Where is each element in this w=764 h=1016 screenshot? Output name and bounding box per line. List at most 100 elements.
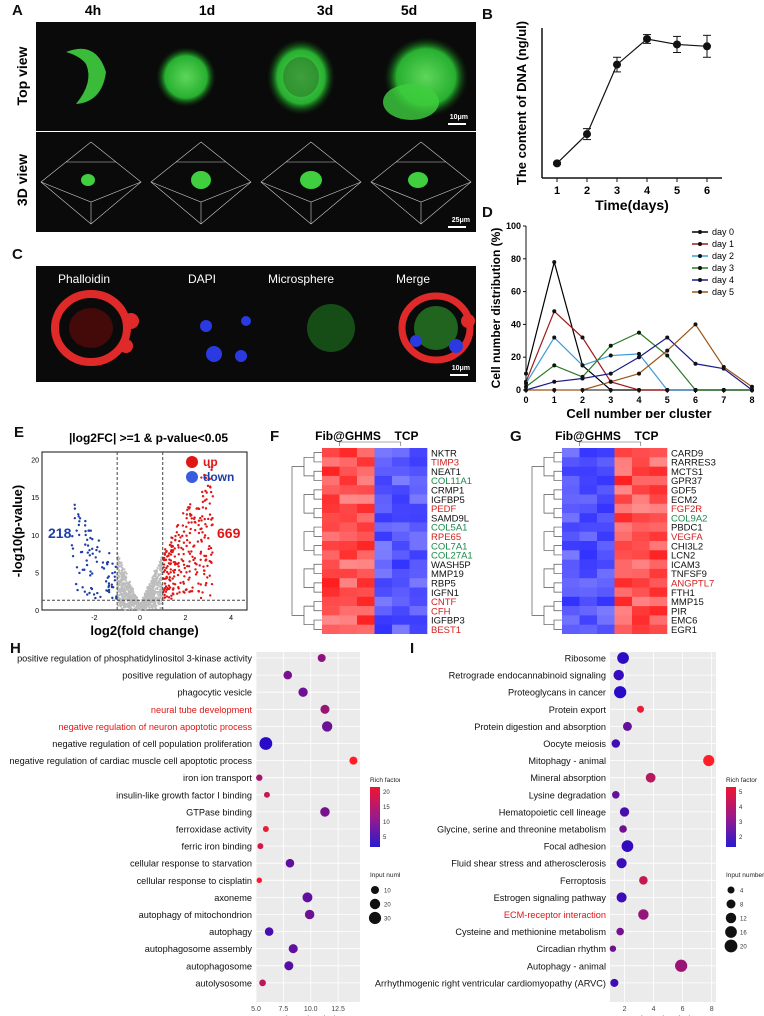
up-point: [185, 513, 189, 516]
ns-point: [117, 570, 120, 573]
heatmap-cell: [562, 448, 580, 458]
down-point: [84, 519, 87, 523]
row-label-3d-view: 3D view: [14, 153, 30, 207]
label-microsphere: Microsphere: [268, 272, 335, 286]
go-enrichment-dotplot: 5.0 7.5 10.0 12.5– log10 (P value) positive …: [9, 652, 400, 1016]
ns-point: [160, 587, 163, 590]
heatmap-cell: [374, 485, 393, 495]
up-point: [207, 517, 210, 521]
heatmap-cell: [392, 485, 410, 495]
ns-point: [145, 589, 148, 593]
term-label: Cysteine and methionine metabolism: [455, 927, 606, 937]
up-point: [172, 587, 175, 590]
ns-point: [126, 586, 129, 589]
panel-c-image: Phalloidin DAPI Microsphere Merge 10μm: [36, 266, 476, 382]
legend-input-tick: 10: [384, 889, 391, 895]
up-point: [171, 550, 174, 554]
term-label: Ferroptosis: [560, 876, 606, 886]
ns-point: [159, 573, 162, 576]
up-point: [201, 506, 205, 509]
ns-point: [123, 601, 126, 604]
heatmap-cell: [614, 522, 633, 532]
term-dot: [614, 686, 627, 699]
up-point: [196, 540, 200, 543]
heatmap-cell: [649, 606, 668, 616]
heatmap-cell: [374, 503, 393, 514]
x-tick-label: 0: [523, 395, 528, 405]
panel-h-letter: H: [10, 640, 21, 657]
term-label: insulin-like growth factor I binding: [116, 790, 252, 800]
heatmap-cell: [392, 624, 410, 634]
up-point: [188, 560, 191, 563]
heatmap-cell: [322, 624, 340, 634]
term-label: positive regulation of phosphatidylinosi…: [17, 654, 252, 664]
heatmap-cell: [579, 568, 598, 579]
legend-input-tick: 4: [740, 889, 744, 895]
legend-down-marker: [186, 471, 198, 483]
ns-point: [159, 595, 162, 599]
up-point: [208, 544, 211, 548]
legend-up-marker: [186, 456, 198, 468]
term-dot: [619, 825, 627, 833]
ns-point: [149, 601, 152, 604]
term-dot: [257, 843, 264, 850]
label-dapi: DAPI: [188, 272, 217, 286]
x-tick-label: 5.0: [251, 1006, 261, 1013]
up-point: [203, 499, 207, 502]
heatmap-cell: [322, 466, 340, 477]
data-point: [580, 376, 585, 381]
heatmap-cell: [562, 578, 580, 588]
up-point: [185, 534, 188, 537]
ns-point: [147, 600, 150, 604]
data-point: [637, 330, 641, 335]
ns-point: [159, 606, 162, 610]
down-point: [85, 563, 89, 567]
row-label-top-view: Top view: [14, 46, 30, 106]
legend-rich-colorbar: [370, 787, 380, 847]
heatmap-cell: [649, 522, 668, 532]
heatmap-cell: [632, 531, 650, 542]
heatmap-cell: [562, 503, 580, 514]
data-point: [703, 42, 711, 51]
3d-view-image: 25μm: [36, 132, 476, 232]
up-point: [171, 592, 175, 595]
up-point: [211, 495, 215, 498]
heatmap-cell: [322, 541, 340, 551]
ns-point: [155, 569, 159, 572]
heatmap-cell: [339, 448, 358, 458]
up-point: [169, 568, 172, 571]
term-label: Protein digestion and absorption: [474, 722, 606, 732]
heatmap-cell: [562, 615, 580, 625]
up-point: [190, 517, 193, 520]
down-point: [92, 593, 96, 596]
ns-point: [130, 590, 133, 594]
ns-point: [131, 593, 135, 596]
heatmap-cell: [579, 494, 598, 505]
gene-label: PIR: [671, 606, 687, 617]
heatmap-cell: [392, 457, 410, 467]
term-dot: [616, 858, 627, 869]
heatmap-cell: [357, 485, 375, 495]
gene-label: MCTS1: [671, 467, 703, 478]
term-label: ferric iron binding: [182, 842, 252, 852]
heatmap-cell: [392, 578, 410, 588]
panel-a-letter: A: [12, 2, 23, 19]
term-dot: [619, 807, 630, 817]
ns-point: [131, 604, 135, 607]
term-dot: [622, 721, 632, 731]
gene-label: SAMD9L: [431, 513, 469, 524]
down-point: [90, 587, 94, 591]
col-header-left: Fib@GHMS: [315, 429, 381, 443]
ns-point: [123, 590, 126, 593]
term-label: axoneme: [214, 893, 252, 903]
gene-label: PBDC1: [671, 523, 703, 534]
term-label: negative regulation of cardiac muscle ce…: [9, 756, 252, 766]
term-label: Mitophagy - animal: [528, 756, 606, 766]
ns-point: [148, 583, 151, 586]
data-point: [693, 388, 698, 392]
down-point: [79, 551, 83, 554]
down-point: [89, 536, 92, 540]
data-point: [613, 60, 621, 69]
scalebar-line-3d: [448, 226, 466, 228]
heatmap-cell: [562, 550, 580, 560]
